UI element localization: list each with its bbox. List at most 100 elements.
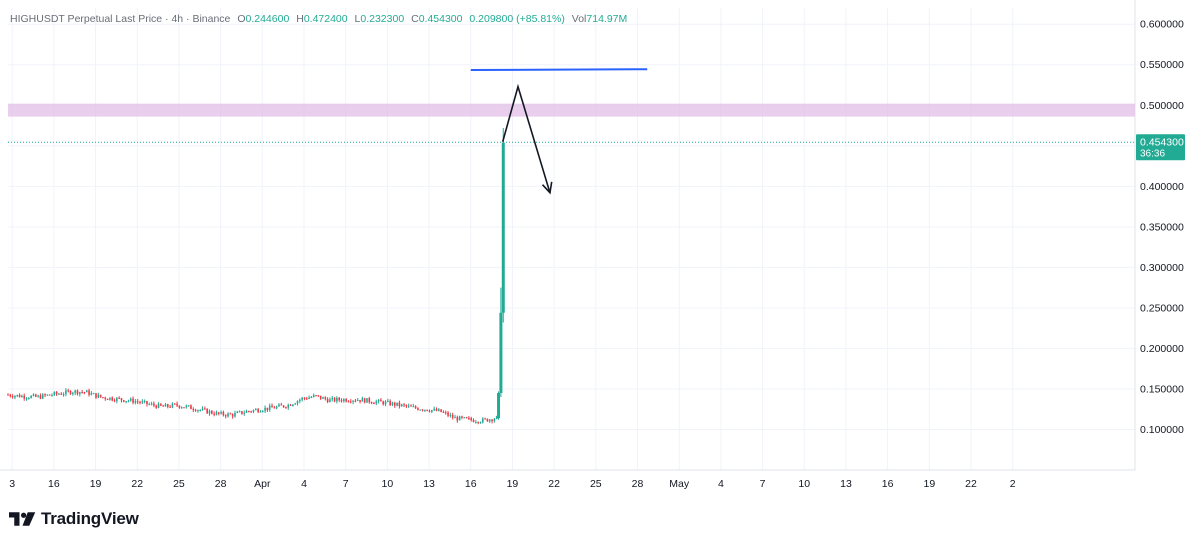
candle-body [95,393,97,398]
candle-body [465,417,468,419]
tradingview-logo[interactable]: TradingView [9,509,139,529]
x-tick-label: 25 [590,478,602,490]
candle-body [78,392,81,395]
candle-body [368,398,371,403]
candle-body [153,403,155,406]
candle-body [271,405,273,408]
candle-body [417,408,419,410]
candle-body [25,398,28,400]
candle-body [150,403,153,405]
candle-body [289,404,292,406]
candle-body [157,403,160,408]
brand-name: TradingView [41,509,139,528]
horizontal-trend-line [470,68,648,72]
candle-body [30,395,32,399]
candle-body [326,399,329,403]
candle-body [414,406,417,409]
candle-body [380,399,382,402]
low-label: L [354,13,361,25]
candle-body [58,393,60,395]
candle-body [426,409,429,411]
zone-layer [8,103,1135,117]
candle-body [72,392,74,395]
candle-body [227,413,229,417]
candle-body [113,400,116,402]
candle-body [234,413,236,417]
last-price-tag [1136,134,1185,161]
candle-body [125,401,127,403]
candle-body [106,398,109,400]
candle-body [495,416,498,419]
candle-body [99,394,102,398]
candle-body [421,409,424,411]
candle-body [241,411,243,414]
candle-body [46,394,49,396]
candle-body [213,413,215,415]
y-tick-label: 0.600000 [1140,19,1184,31]
candle-body [160,403,162,406]
candle-body [329,399,331,403]
candle-body [433,408,435,411]
candle-body [261,410,264,412]
candle-body [405,405,408,407]
candle-body [280,404,283,406]
candle-body [222,411,225,416]
candle-body [428,410,431,412]
candle-body [275,406,278,409]
candle-body [444,412,447,414]
candle-body [440,409,442,412]
candle-body [292,404,294,406]
candle-body [48,394,51,396]
arrow-head [541,181,553,195]
candle-body [338,397,341,401]
candle-body [14,395,16,398]
candle-body [322,397,324,399]
candle-body [382,401,385,405]
candle-body [345,399,347,402]
candle-body [53,392,56,395]
candle-body [387,400,389,402]
x-tick-label: 28 [215,478,227,490]
candle-body [491,419,493,422]
candle-body [187,405,190,407]
x-tick-label: 4 [301,478,307,490]
candle-body [493,418,496,422]
candle-body [324,397,327,400]
candle-body [468,418,470,420]
candle-body [51,394,53,396]
candle-body [347,401,350,403]
candle-body [245,411,248,413]
change-value: 0.209800 (+85.81%) [469,13,565,25]
candle-body [431,410,433,412]
candle-body [354,400,357,402]
candle-body [273,407,276,409]
candle-body [120,398,123,401]
candle-body [171,403,174,408]
candle-body [264,407,266,411]
candle-body [238,411,241,413]
candle-body [472,420,475,423]
candle-body [55,392,58,394]
candle-body [7,394,9,396]
candle-body [349,401,352,403]
last-price-value: 0.454300 [1140,136,1184,148]
candle-body [16,394,19,396]
candle-body [486,418,489,422]
candle-body [116,397,118,402]
x-tick-label: 16 [882,478,894,490]
candle-body [255,409,257,411]
x-tick-label: 10 [382,478,394,490]
volume-label: Vol [571,13,587,25]
candle-body [484,418,486,420]
candle-body [83,392,86,394]
candle-body [243,412,246,414]
candle-body [296,401,299,404]
candle-body [294,403,297,405]
candle-body [447,412,449,416]
candle-body [92,393,95,395]
candle-body [65,390,67,395]
candle-body [458,416,461,421]
candle-body [424,409,426,411]
